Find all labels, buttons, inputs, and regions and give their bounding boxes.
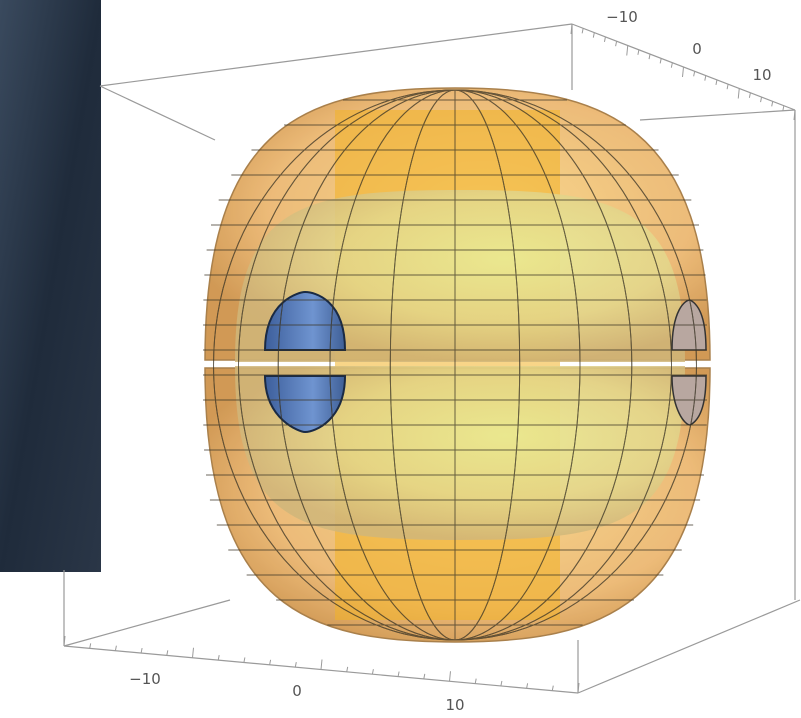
tick-mark xyxy=(760,97,763,103)
tick-mark xyxy=(577,682,580,694)
tick-mark xyxy=(166,650,169,656)
tick-mark xyxy=(397,671,400,677)
tick-mark xyxy=(320,659,323,670)
tick-mark xyxy=(603,36,606,42)
tick-mark xyxy=(737,88,740,99)
tick-mark xyxy=(670,62,673,68)
background-window xyxy=(0,0,101,572)
depth-tick-label: −10 xyxy=(606,8,638,26)
tick-mark xyxy=(140,647,143,654)
tick-mark xyxy=(637,49,640,55)
tick-mark xyxy=(294,662,297,668)
depth-tick-label: 0 xyxy=(692,40,702,58)
axis-ticks xyxy=(63,23,796,694)
tick-mark xyxy=(269,659,272,665)
tick-mark xyxy=(371,669,374,675)
tick-mark xyxy=(243,657,246,663)
tick-mark xyxy=(581,28,584,34)
horizontal-tick-label: 0 xyxy=(292,682,302,700)
tick-mark xyxy=(423,673,426,679)
tick-mark xyxy=(449,671,451,682)
surface xyxy=(203,87,711,643)
mesh-line xyxy=(213,89,697,641)
tick-mark xyxy=(615,41,618,47)
tick-mark xyxy=(648,54,651,60)
tick-mark xyxy=(500,680,503,687)
tick-mark xyxy=(526,683,529,689)
tick-mark xyxy=(782,105,785,111)
tick-mark xyxy=(217,655,220,661)
tick-mark xyxy=(626,45,629,56)
tick-mark xyxy=(771,101,774,107)
tick-mark xyxy=(474,678,477,684)
tick-mark xyxy=(682,66,684,78)
tick-mark xyxy=(63,635,66,647)
tick-mark xyxy=(551,685,554,691)
tick-mark xyxy=(793,109,796,121)
tick-mark xyxy=(704,75,707,81)
tick-mark xyxy=(89,643,92,649)
tick-mark xyxy=(346,666,349,672)
tick-mark xyxy=(748,92,751,98)
tick-mark xyxy=(192,647,194,658)
tick-mark xyxy=(693,71,696,77)
horizontal-tick-label: 10 xyxy=(445,696,464,714)
tick-mark xyxy=(715,79,718,85)
tick-mark xyxy=(114,645,117,651)
horizontal-tick-label: −10 xyxy=(129,670,161,688)
tick-mark xyxy=(570,23,573,35)
depth-tick-label: 10 xyxy=(752,66,771,84)
tick-mark xyxy=(659,58,662,64)
tick-mark xyxy=(726,84,729,90)
tick-mark xyxy=(592,32,595,38)
